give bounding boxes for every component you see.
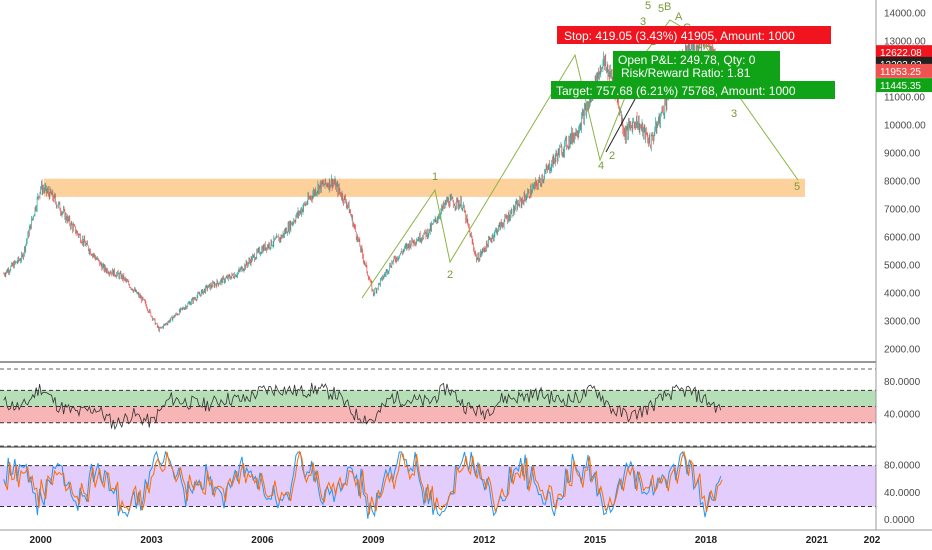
wave-label: 2 — [447, 269, 453, 281]
price-tick-label: 7000.00 — [884, 204, 921, 215]
stochastic-band-lines — [0, 465, 876, 508]
pnl-label: Open P&L: 249.78, Qty: 0 — [618, 53, 756, 67]
price-tag-label: 11953.25 — [880, 67, 921, 78]
time-tick-label: 2015 — [584, 535, 607, 546]
rsi-upper-band — [0, 390, 876, 407]
stop-label: Stop: 419.05 (3.43%) 41905, Amount: 1000 — [564, 29, 795, 43]
wave-label: 5 — [794, 181, 800, 193]
price-tick-label: 8000.00 — [884, 177, 921, 188]
time-tick-label: 2006 — [251, 535, 274, 546]
stochastic-panel — [0, 446, 876, 519]
wave-label: 4 — [598, 160, 604, 172]
price-tag — [876, 63, 932, 78]
rsi-tick-label: 40.0000 — [884, 410, 921, 421]
rsi-panel — [0, 361, 876, 447]
wave-label: 3 — [731, 108, 737, 120]
time-tick-label: 2000 — [30, 535, 53, 546]
wave-path-1 — [361, 53, 641, 299]
price-tag-label: 11445.35 — [880, 81, 921, 92]
wave-label: 2 — [609, 150, 615, 162]
time-tick-label: 202 — [864, 535, 881, 546]
wave-label: A — [675, 11, 683, 23]
price-tick-label: 13000.00 — [884, 37, 926, 48]
time-axis[interactable]: 2000 2003 2006 2009 2012 2015 2018 2021 202 — [0, 529, 932, 546]
stochastic-tick-label: 0.0000 — [884, 515, 915, 526]
price-axis-ticks: 14000.00 13000.00 11000.00 10000.00 9000.00 8… — [884, 9, 926, 356]
wave-label: 3 — [640, 16, 646, 28]
time-tick-label: 2021 — [806, 535, 829, 546]
time-tick-label: 2018 — [695, 535, 718, 546]
wave-label: 2 — [696, 39, 702, 51]
pnl-label-box — [613, 51, 780, 81]
rsi-tick-label: 80.0000 — [884, 377, 921, 388]
price-tick-label: 3000.00 — [884, 316, 921, 327]
price-tick-label: 11000.00 — [884, 93, 925, 104]
wave-label: 1 — [432, 171, 438, 183]
price-tick-label: 5000.00 — [884, 260, 921, 271]
price-tick-label: 6000.00 — [884, 232, 921, 243]
wave-label: 5 — [658, 3, 664, 15]
price-axis[interactable]: 14000.00 13000.00 11000.00 10000.00 9000.00 8… — [875, 0, 932, 530]
time-tick-label: 2012 — [473, 535, 496, 546]
stochastic-axis-ticks: 80.0000 40.0000 0.0000 — [884, 461, 921, 527]
time-tick-label: 2009 — [362, 535, 385, 546]
stochastic-k-line — [3, 450, 722, 519]
wave-label: B — [664, 1, 671, 13]
rsi-axis-ticks: 80.0000 40.0000 — [884, 377, 921, 420]
wave-label: 5 — [645, 0, 651, 12]
target-label-box — [551, 81, 835, 99]
price-tick-label: 10000.00 — [884, 121, 926, 132]
stop-label-box — [557, 26, 831, 44]
rsi-lower-band — [0, 406, 876, 423]
position-tool[interactable]: Stop: 419.05 (3.43%) 41905, Amount: 1000… — [551, 26, 835, 99]
price-tag — [876, 45, 932, 60]
price-tick-label: 4000.00 — [884, 288, 921, 299]
target-label: Target: 757.68 (6.21%) 75768, Amount: 10… — [556, 84, 796, 98]
stochastic-d-line — [4, 450, 723, 515]
stochastic-tick-label: 40.0000 — [884, 488, 921, 499]
price-tick-label: 9000.00 — [884, 149, 921, 160]
price-tick-label: 14000.00 — [884, 9, 926, 20]
stochastic-tick-label: 80.0000 — [884, 461, 921, 472]
price-series — [3, 28, 720, 333]
risk-reward-label: Risk/Reward Ratio: 1.81 — [621, 66, 751, 80]
support-zone — [44, 178, 805, 197]
time-axis-ticks: 2000 2003 2006 2009 2012 2015 2018 2021 202 — [30, 535, 881, 546]
price-tag-label: 12622.08 — [880, 48, 922, 59]
rsi-line — [3, 382, 722, 431]
wave-trend-line — [605, 89, 641, 153]
price-tag — [876, 78, 932, 93]
price-tick-label: 2000.00 — [884, 344, 921, 355]
time-tick-label: 2003 — [140, 535, 163, 546]
rsi-band-lines — [0, 368, 876, 447]
price-panel: 1 2 3 4 5 2 1 2 3 4 5 3 5 B A C 2 Stop: … — [3, 0, 835, 333]
